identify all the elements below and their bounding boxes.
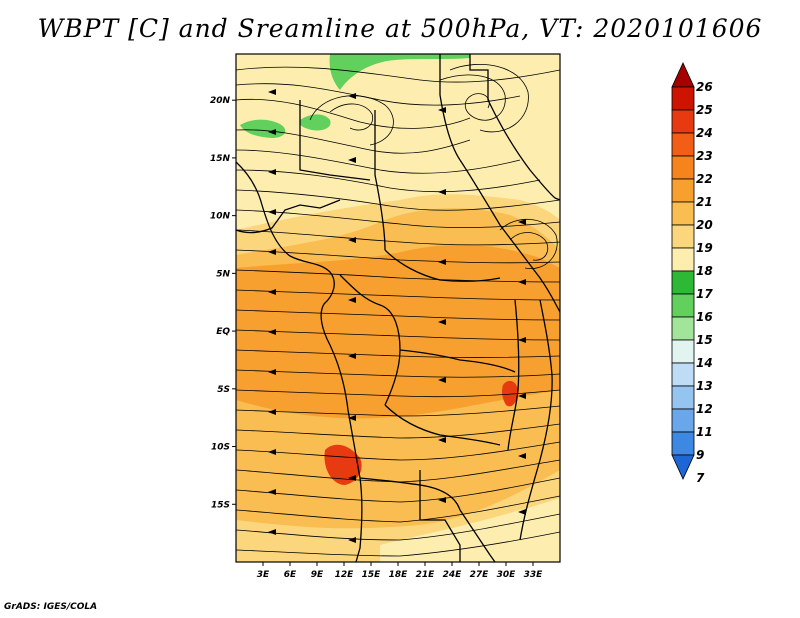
field-green-patch-center (299, 114, 331, 131)
latitude-axis: 20N 15N 10N 5N EQ 5S 10S 15S (210, 96, 236, 510)
colorbar-swatch (671, 178, 695, 203)
lat-tick-label: 10N (210, 212, 231, 222)
colorbar-swatch (671, 270, 695, 295)
wbpt-field (236, 54, 560, 562)
longitude-axis: 3E 6E 9E 12E 15E 18E 21E 24E 27E 30E 33E (257, 562, 543, 580)
field-cream-south (380, 498, 560, 562)
colorbar-swatch (671, 86, 695, 111)
colorbar-label: 9 (696, 448, 704, 462)
streamline-arrows (268, 89, 526, 543)
lat-tick-label: 5N (216, 269, 230, 279)
colorbar-swatch (671, 293, 695, 318)
lon-tick-label: 30E (497, 570, 517, 580)
lon-tick-label: 18E (389, 570, 409, 580)
colorbar-label: 17 (696, 287, 713, 301)
colorbar-label: 26 (696, 80, 713, 94)
lon-tick-label: 12E (335, 570, 355, 580)
colorbar-swatch (671, 132, 695, 157)
lon-tick-label: 21E (416, 570, 436, 580)
lon-tick-label: 9E (311, 570, 324, 580)
colorbar-label: 23 (696, 149, 713, 163)
lat-tick-label: 10S (211, 443, 230, 453)
chart-title: WBPT [C] and Sreamline at 500hPa, VT: 20… (37, 14, 763, 43)
colorbar-swatch (671, 408, 695, 433)
lat-tick-label: 15N (210, 154, 231, 164)
field-red-patch (324, 444, 362, 485)
colorbar-label: 7 (696, 471, 705, 485)
lat-tick-label: EQ (216, 327, 230, 337)
colorbar-max-arrow (671, 62, 695, 88)
colorbar-swatch (671, 431, 695, 456)
colorbar-min-arrow (671, 454, 695, 480)
colorbar-label: 20 (696, 218, 713, 232)
colorbar-swatch (671, 339, 695, 364)
grads-credit: GrADS: IGES/COLA (4, 602, 98, 612)
lon-tick-label: 27E (470, 570, 490, 580)
country-borders (236, 54, 560, 562)
colorbar-label: 19 (696, 241, 713, 255)
colorbar-swatch (671, 247, 695, 272)
colorbar-label: 24 (696, 126, 713, 140)
colorbar-label: 11 (696, 425, 713, 439)
lat-tick-label: 20N (210, 96, 231, 106)
streamlines (236, 64, 560, 557)
colorbar-swatch (671, 155, 695, 180)
colorbar-swatch (671, 362, 695, 387)
colorbar-swatch (671, 109, 695, 134)
colorbar-swatch (671, 385, 695, 410)
lat-tick-label: 5S (217, 385, 230, 395)
colorbar-label: 13 (696, 379, 713, 393)
lon-tick-label: 15E (362, 570, 382, 580)
colorbar-label: 12 (696, 402, 713, 416)
lon-tick-label: 3E (257, 570, 270, 580)
colorbar-label: 21 (696, 195, 713, 209)
colorbar-label: 22 (696, 172, 713, 186)
colorbar-label: 15 (696, 333, 713, 347)
colorbar: 26 25 24 23 22 21 20 19 18 17 16 15 14 13 12 11 9 7 (671, 62, 713, 485)
colorbar-label: 14 (696, 356, 713, 370)
field-green-patch (329, 54, 470, 90)
lat-tick-label: 15S (211, 500, 230, 510)
colorbar-label: 18 (696, 264, 713, 278)
lon-tick-label: 33E (524, 570, 544, 580)
colorbar-label: 16 (696, 310, 713, 324)
colorbar-label: 25 (696, 103, 713, 117)
colorbar-swatch (671, 201, 695, 226)
lon-tick-label: 6E (284, 570, 297, 580)
colorbar-swatch (671, 224, 695, 249)
colorbar-swatch (671, 316, 695, 341)
field-red-patch-east (502, 380, 519, 407)
lon-tick-label: 24E (443, 570, 463, 580)
